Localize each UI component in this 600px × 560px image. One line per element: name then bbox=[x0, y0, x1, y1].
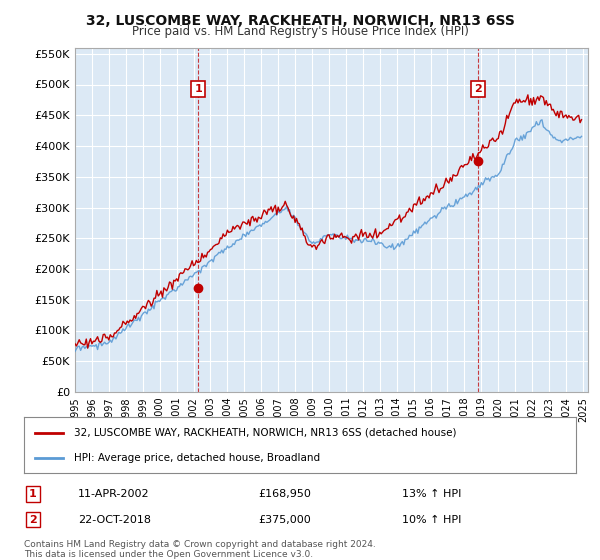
Text: 2: 2 bbox=[474, 84, 482, 94]
Text: 2: 2 bbox=[29, 515, 37, 525]
Text: Contains HM Land Registry data © Crown copyright and database right 2024.: Contains HM Land Registry data © Crown c… bbox=[24, 540, 376, 549]
Text: 22-OCT-2018: 22-OCT-2018 bbox=[78, 515, 151, 525]
Text: £168,950: £168,950 bbox=[258, 489, 311, 499]
Text: 10% ↑ HPI: 10% ↑ HPI bbox=[402, 515, 461, 525]
Text: 11-APR-2002: 11-APR-2002 bbox=[78, 489, 149, 499]
Text: 1: 1 bbox=[29, 489, 37, 499]
Text: 32, LUSCOMBE WAY, RACKHEATH, NORWICH, NR13 6SS: 32, LUSCOMBE WAY, RACKHEATH, NORWICH, NR… bbox=[86, 14, 514, 28]
Text: HPI: Average price, detached house, Broadland: HPI: Average price, detached house, Broa… bbox=[74, 452, 320, 463]
Text: 1: 1 bbox=[194, 84, 202, 94]
Text: 13% ↑ HPI: 13% ↑ HPI bbox=[402, 489, 461, 499]
Text: This data is licensed under the Open Government Licence v3.0.: This data is licensed under the Open Gov… bbox=[24, 550, 313, 559]
Text: £375,000: £375,000 bbox=[258, 515, 311, 525]
Text: Price paid vs. HM Land Registry's House Price Index (HPI): Price paid vs. HM Land Registry's House … bbox=[131, 25, 469, 38]
Text: 32, LUSCOMBE WAY, RACKHEATH, NORWICH, NR13 6SS (detached house): 32, LUSCOMBE WAY, RACKHEATH, NORWICH, NR… bbox=[74, 428, 456, 438]
